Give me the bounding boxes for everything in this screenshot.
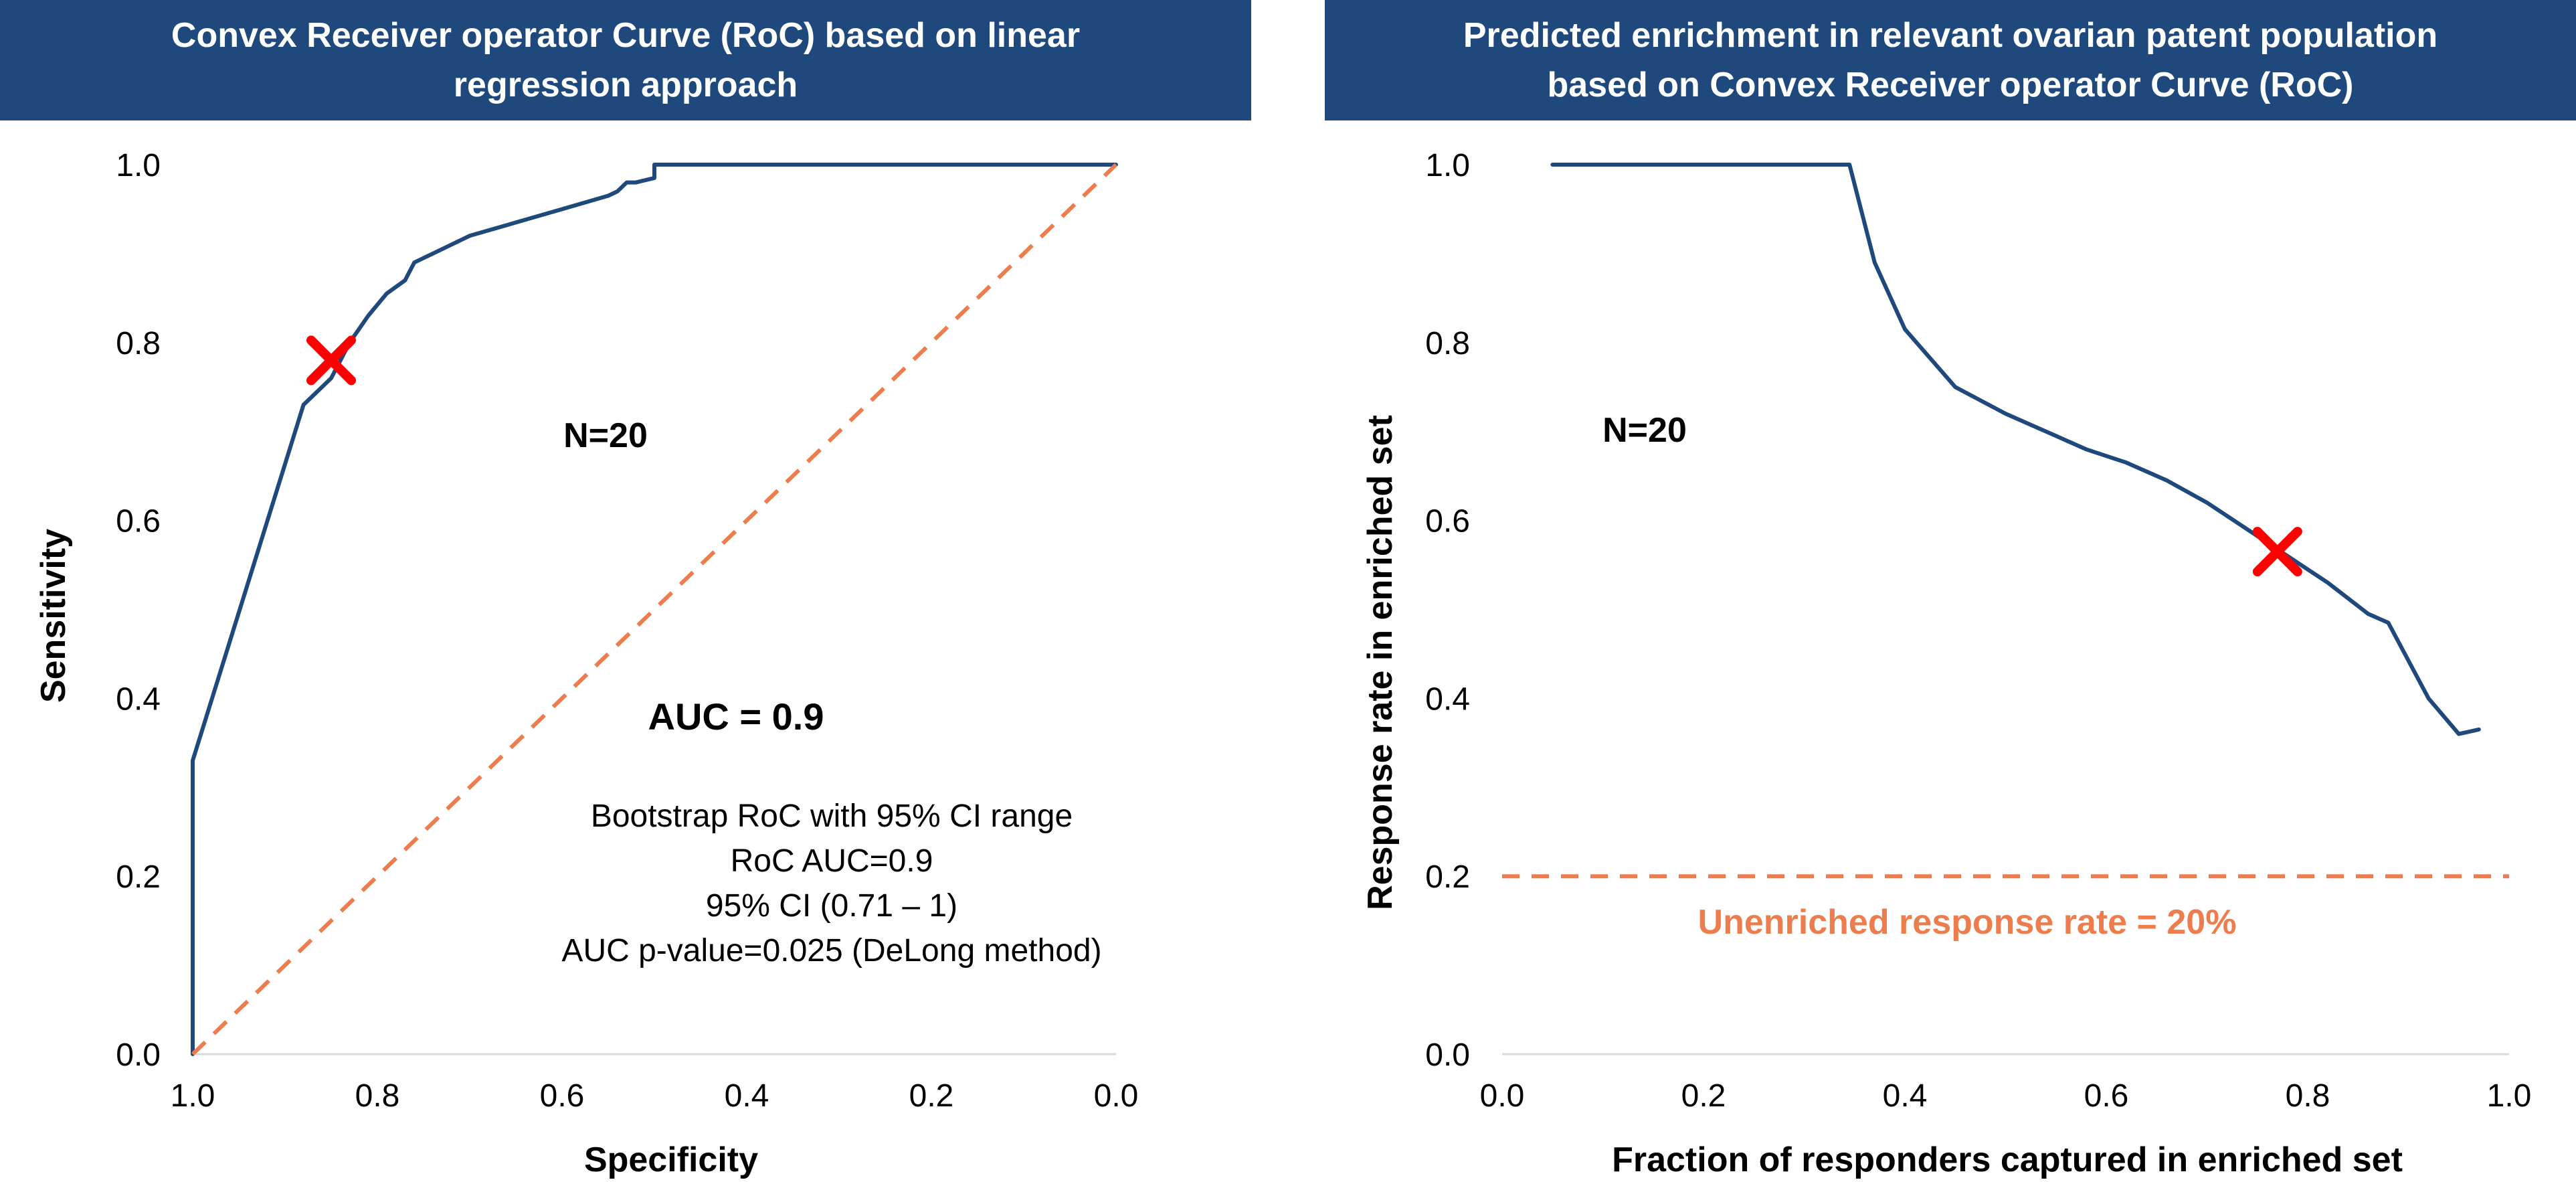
left-chart-title: Convex Receiver operator Curve (RoC) bas…	[0, 0, 1251, 120]
roc-y-tick-label: 0.6	[116, 504, 161, 539]
roc-x-tick-label: 0.4	[725, 1078, 769, 1114]
roc-series	[191, 163, 1118, 1056]
roc-x-tick-label: 0.8	[355, 1078, 400, 1114]
enrichment-y-tick-label: 0.6	[1425, 504, 1470, 539]
roc-stats-line: Bootstrap RoC with 95% CI range	[591, 798, 1073, 834]
roc-marker	[306, 335, 356, 386]
roc-auc-label: AUC = 0.9	[648, 695, 824, 738]
roc-x-tick-label: 1.0	[171, 1078, 215, 1114]
enrichment-x-tick-label: 0.6	[2084, 1078, 2129, 1114]
roc-cross-marker	[306, 335, 356, 386]
roc-x-tick-label: 0.0	[1094, 1078, 1139, 1114]
enrichment-marker	[2252, 527, 2302, 577]
roc-y-tick-label: 0.4	[116, 681, 161, 717]
enrichment-y-tick-label: 0.0	[1425, 1037, 1470, 1073]
enrichment-series	[1502, 163, 2509, 1056]
enrichment-x-tick-label: 0.8	[2286, 1078, 2330, 1114]
enrichment-x-tick-label: 0.4	[1883, 1078, 1928, 1114]
enrichment-xlabel: Fraction of responders captured in enric…	[1612, 1141, 2403, 1179]
enrichment-chart: 0.0 0.2 0.4 0.6 0.8 1.0 0.0 0.2 0.4 0.6 0.8 1.0 Fra…	[1361, 148, 2531, 1179]
roc-y-tick-label: 0.2	[116, 859, 161, 895]
enrichment-y-tick-label: 0.4	[1425, 681, 1470, 717]
enrichment-x-tick-label: 0.0	[1480, 1078, 1525, 1114]
roc-chart: 1.0 0.8 0.6 0.4 0.2 0.0 0.0 0.2 0.4 0.6 0.8 1.0 Spe…	[34, 148, 1138, 1179]
enrichment-x-tick-label: 0.2	[1681, 1078, 1726, 1114]
enrichment-tick-labels: 0.0 0.2 0.4 0.6 0.8 1.0 0.0 0.2 0.4 0.6 0.8 1.0	[1425, 148, 2531, 1114]
right-chart-title: Predicted enrichment in relevant ovarian…	[1325, 0, 2576, 120]
enrichment-reference-label: Unenriched response rate = 20%	[1698, 903, 2237, 942]
roc-x-tick-label: 0.6	[540, 1078, 585, 1114]
roc-diagonal-reference-line	[191, 163, 1118, 1056]
roc-tick-labels: 1.0 0.8 0.6 0.4 0.2 0.0 0.0 0.2 0.4 0.6 0.8 1.0	[116, 148, 1138, 1114]
enrichment-x-tick-label: 1.0	[2487, 1078, 2532, 1114]
roc-y-tick-label: 0.0	[116, 1037, 161, 1073]
roc-stats-box: Bootstrap RoC with 95% CI range RoC AUC=…	[561, 798, 1101, 968]
roc-ylabel: Sensitivity	[34, 529, 73, 703]
roc-y-tick-label: 0.8	[116, 326, 161, 361]
enrichment-ylabel: Response rate in enriched set	[1361, 415, 1400, 910]
roc-curve-line	[191, 163, 1118, 1056]
roc-xlabel: Specificity	[584, 1141, 758, 1179]
enrichment-curve-line	[1550, 163, 2481, 736]
enrichment-y-tick-label: 0.8	[1425, 326, 1470, 361]
enrichment-n-label: N=20	[1602, 411, 1687, 450]
roc-stats-line: 95% CI (0.71 – 1)	[706, 888, 957, 924]
roc-stats-line: AUC p-value=0.025 (DeLong method)	[561, 933, 1101, 968]
enrichment-cross-marker	[2252, 527, 2302, 577]
roc-x-tick-label: 0.2	[909, 1078, 954, 1114]
roc-stats-line: RoC AUC=0.9	[731, 843, 933, 879]
roc-y-tick-label: 1.0	[116, 148, 161, 183]
enrichment-y-tick-label: 0.2	[1425, 859, 1470, 895]
roc-n-label: N=20	[563, 416, 648, 455]
enrichment-y-tick-label: 1.0	[1425, 148, 1470, 183]
